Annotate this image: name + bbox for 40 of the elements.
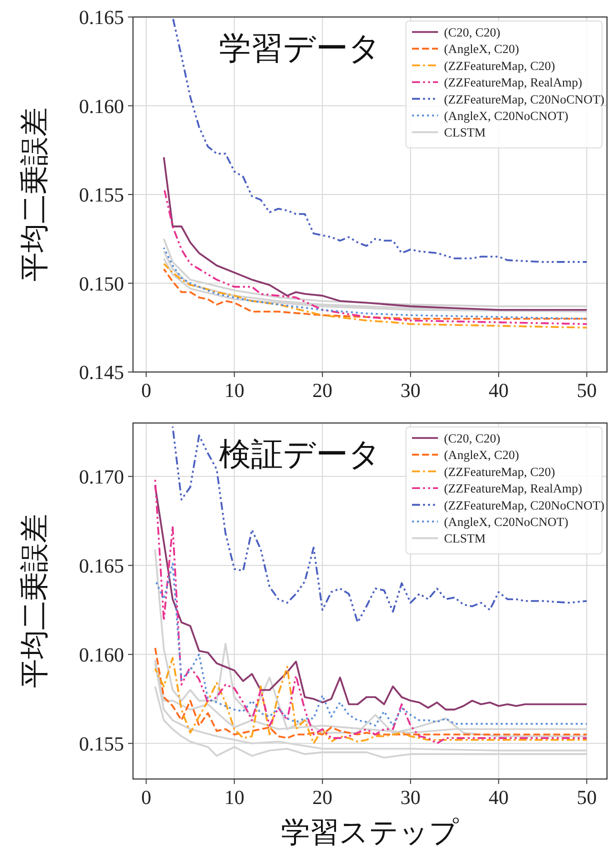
legend-label: (AngleX, C20NoCNOT)	[444, 109, 568, 123]
legend-label: (AngleX, C20)	[444, 42, 519, 56]
legend-label: (ZZFeatureMap, C20)	[444, 464, 556, 479]
legend-label: (ZZFeatureMap, RealAmp)	[444, 482, 582, 496]
x-tick-label: 10	[224, 380, 244, 402]
legend-label: (ZZFeatureMap, RealAmp)	[444, 76, 582, 90]
y-axis-title: 平均二乗誤差	[17, 108, 51, 282]
x-tick-label: 50	[576, 380, 597, 402]
y-tick-label: 0.165	[79, 7, 124, 29]
y-tick-label: 0.155	[79, 184, 124, 206]
x-tick-label: 50	[576, 787, 597, 809]
y-tick-label: 0.150	[79, 273, 124, 296]
y-tick-label: 0.160	[79, 96, 124, 118]
x-axis-title: 学習ステップ	[281, 815, 459, 849]
x-tick-label: 30	[400, 380, 421, 402]
x-tick-label: 30	[400, 787, 421, 809]
chart-title: 学習データ	[219, 29, 381, 67]
legend-label: CLSTM	[444, 126, 486, 140]
legend-label: (C20, C20)	[444, 26, 500, 40]
x-tick-label: 40	[488, 380, 509, 402]
x-tick-label: 0	[141, 380, 152, 402]
legend-label: (ZZFeatureMap, C20NoCNOT)	[444, 498, 604, 512]
legend-label: (ZZFeatureMap, C20NoCNOT)	[444, 92, 604, 106]
x-tick-label: 0	[141, 787, 152, 809]
y-tick-label: 0.170	[79, 466, 124, 488]
x-tick-label: 20	[312, 787, 332, 809]
y-tick-label: 0.165	[79, 555, 124, 578]
x-tick-label: 20	[312, 380, 332, 402]
legend-label: CLSTM	[444, 532, 486, 546]
x-tick-label: 10	[224, 787, 244, 809]
chart-title: 検証データ	[219, 435, 381, 473]
legend-label: (ZZFeatureMap, C20)	[444, 58, 556, 73]
legend-label: (AngleX, C20NoCNOT)	[444, 515, 568, 529]
x-tick-label: 40	[488, 787, 509, 809]
y-tick-label: 0.155	[79, 733, 124, 756]
legend-label: (AngleX, C20)	[444, 448, 519, 462]
legend-label: (C20, C20)	[444, 432, 500, 446]
y-axis-title: 平均二乗誤差	[17, 514, 51, 688]
y-tick-label: 0.145	[79, 362, 124, 384]
y-tick-label: 0.160	[79, 644, 124, 666]
